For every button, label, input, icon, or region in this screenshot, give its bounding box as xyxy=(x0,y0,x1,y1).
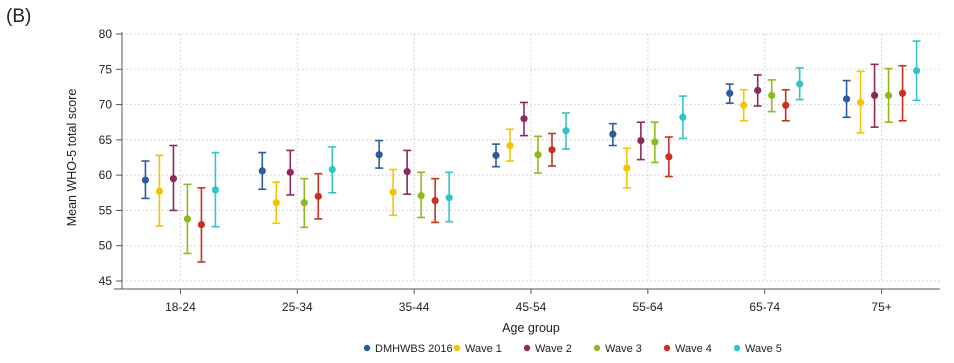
data-point xyxy=(314,192,322,200)
data-point xyxy=(623,164,631,172)
legend-label: Wave 2 xyxy=(535,343,572,355)
legend-entry: Wave 3 xyxy=(593,343,642,355)
data-point xyxy=(169,175,178,183)
data-point xyxy=(506,141,514,150)
x-tick-label: 55-64 xyxy=(633,300,664,314)
data-point xyxy=(637,136,645,145)
panel-label: (B) xyxy=(6,6,32,27)
legend-marker xyxy=(733,344,741,352)
data-point xyxy=(141,176,150,184)
legend-label: DMHWBS 2016 xyxy=(375,343,453,355)
data-point xyxy=(300,199,308,207)
data-point xyxy=(726,89,734,97)
series-2 xyxy=(155,70,865,227)
legend-entry: Wave 4 xyxy=(663,343,712,355)
data-point xyxy=(548,146,556,154)
legend-entry: Wave 1 xyxy=(453,343,502,355)
y-axis-title: Mean WHO-5 total score xyxy=(65,89,79,227)
y-tick-label: 45 xyxy=(99,274,113,288)
x-tick-label: 35-44 xyxy=(399,300,430,314)
data-point xyxy=(286,168,294,176)
data-point xyxy=(796,80,804,88)
x-tick-label: 25-34 xyxy=(282,300,313,314)
data-point xyxy=(842,95,851,103)
x-tick-label: 65-74 xyxy=(749,300,780,314)
legend-label: Wave 5 xyxy=(745,343,782,355)
x-tick-label: 75+ xyxy=(871,300,891,314)
legend-label: Wave 3 xyxy=(605,343,642,355)
data-point xyxy=(431,196,439,205)
data-point xyxy=(258,167,266,175)
data-point xyxy=(389,188,397,196)
legend-entry: Wave 2 xyxy=(523,343,572,355)
y-tick-label: 80 xyxy=(99,27,113,41)
data-point xyxy=(898,89,907,97)
y-tick-label: 60 xyxy=(99,168,113,182)
y-tick-label: 75 xyxy=(99,62,113,76)
series-5 xyxy=(197,64,907,263)
x-tick-label: 45-54 xyxy=(516,300,547,314)
data-point xyxy=(375,151,383,159)
legend-label: Wave 4 xyxy=(675,343,712,355)
series-3 xyxy=(169,63,879,212)
data-point xyxy=(665,153,673,161)
series-4 xyxy=(183,67,893,255)
data-point xyxy=(870,91,879,99)
data-point xyxy=(211,186,220,194)
data-marks xyxy=(141,40,921,263)
y-tick-label: 55 xyxy=(99,203,113,217)
data-point xyxy=(197,220,206,229)
data-point xyxy=(272,199,280,207)
y-tick-label: 50 xyxy=(99,239,113,253)
data-point xyxy=(912,67,921,75)
data-point xyxy=(534,151,542,159)
y-tick-label: 65 xyxy=(99,133,113,147)
axes: 45 50 55 60 65 70 75 80 18-24 25-34 35-44 45-54 55-6… xyxy=(65,27,940,335)
data-point xyxy=(679,113,687,121)
x-axis-title: Age group xyxy=(502,321,560,335)
legend-marker xyxy=(663,344,671,352)
legend-marker xyxy=(523,344,531,352)
data-point xyxy=(492,151,500,159)
data-point xyxy=(155,187,164,195)
data-point xyxy=(651,138,659,146)
x-tick-label: 18-24 xyxy=(165,300,196,314)
gridlines xyxy=(122,33,940,282)
data-point xyxy=(782,101,790,109)
data-point xyxy=(740,101,748,109)
data-point xyxy=(884,91,893,99)
legend-label: Wave 1 xyxy=(465,343,502,355)
data-point xyxy=(562,127,570,135)
legend-marker xyxy=(363,344,371,352)
legend-entry: DMHWBS 2016 xyxy=(363,343,453,355)
data-point xyxy=(328,165,336,174)
legend-marker xyxy=(593,344,601,352)
data-point xyxy=(768,91,776,99)
data-point xyxy=(609,130,617,138)
series-6 xyxy=(211,40,921,228)
data-point xyxy=(183,215,192,223)
data-point xyxy=(754,86,762,95)
data-point xyxy=(445,194,453,202)
data-point xyxy=(520,115,528,123)
legend: DMHWBS 2016 Wave 1 Wave 2 Wave 3 Wave 4 Wave … xyxy=(363,343,782,355)
legend-entry: Wave 5 xyxy=(733,343,782,355)
data-point xyxy=(856,98,865,107)
data-point xyxy=(403,168,411,176)
data-point xyxy=(417,192,425,200)
legend-marker xyxy=(453,344,461,352)
series-1 xyxy=(141,79,851,200)
y-tick-label: 70 xyxy=(99,98,113,112)
